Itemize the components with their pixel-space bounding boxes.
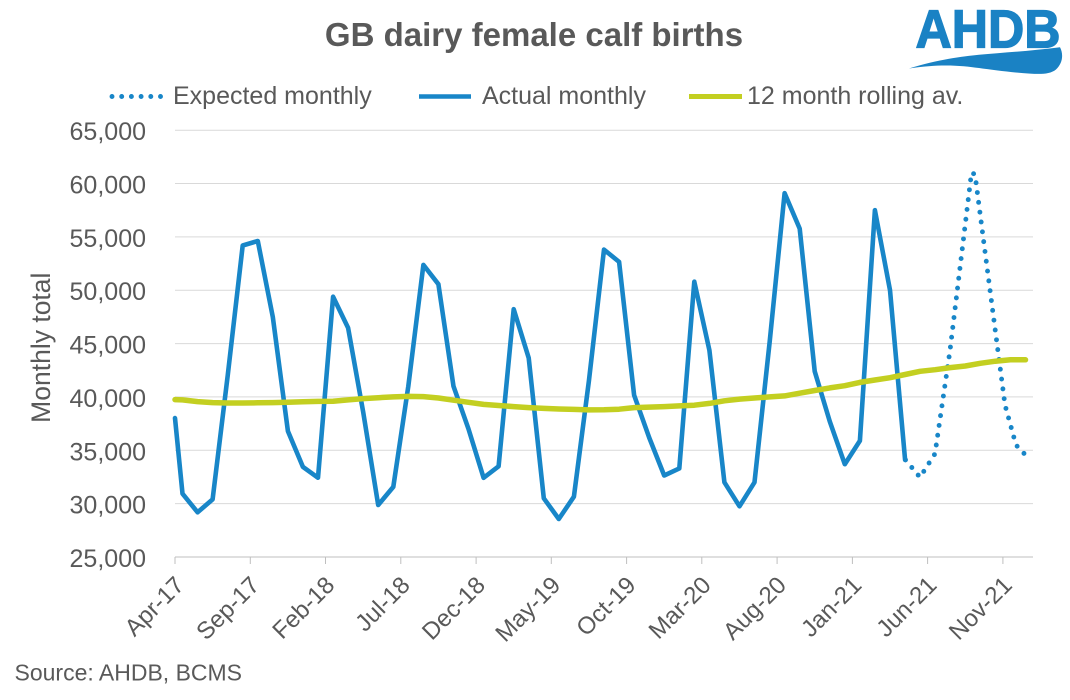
svg-text:25,000: 25,000 — [70, 545, 146, 573]
svg-text:Actual monthly: Actual monthly — [482, 82, 646, 110]
svg-text:35,000: 35,000 — [70, 438, 146, 466]
svg-text:60,000: 60,000 — [70, 172, 146, 200]
svg-text:Expected monthly: Expected monthly — [173, 82, 372, 110]
svg-text:GB dairy female calf births: GB dairy female calf births — [325, 16, 743, 53]
svg-text:40,000: 40,000 — [70, 385, 146, 413]
svg-text:Source: AHDB, BCMS: Source: AHDB, BCMS — [15, 660, 243, 686]
svg-text:AHDB: AHDB — [916, 0, 1061, 59]
svg-text:30,000: 30,000 — [70, 492, 146, 520]
svg-text:45,000: 45,000 — [70, 332, 146, 360]
svg-text:50,000: 50,000 — [70, 278, 146, 306]
svg-text:Monthly total: Monthly total — [26, 273, 56, 423]
svg-text:12 month rolling av.: 12 month rolling av. — [747, 82, 963, 110]
svg-text:65,000: 65,000 — [70, 118, 146, 146]
svg-text:55,000: 55,000 — [70, 225, 146, 253]
